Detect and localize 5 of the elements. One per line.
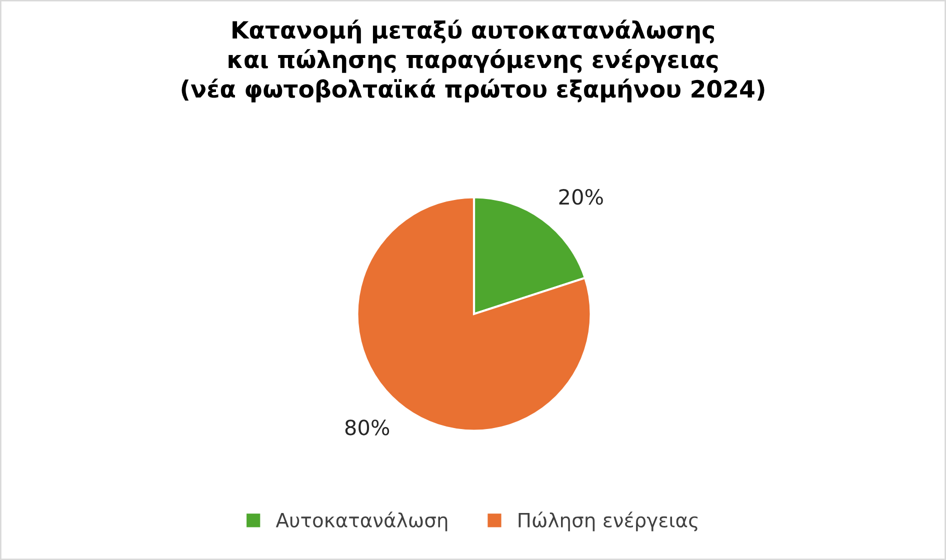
data-label: 20% xyxy=(559,189,603,205)
legend-label: Αυτοκατανάλωση xyxy=(276,512,448,532)
chart-title: Κατανομή μεταξύ αυτοκατανάλωσης και πώλησης παραγόμενης ενέργειας (νέα φωτοβολταϊκά πρώτου εξαμήνου 2024) xyxy=(182,20,764,102)
data-label: 80% xyxy=(345,420,390,436)
legend-label: Πώληση ενέργειας xyxy=(518,512,698,532)
